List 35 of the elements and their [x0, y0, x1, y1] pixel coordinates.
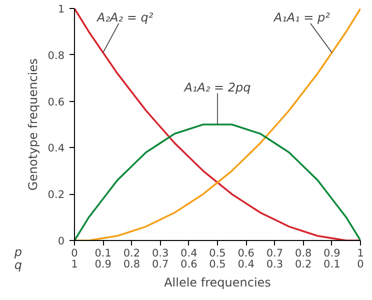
x-tick-label: 0.5	[209, 248, 226, 260]
y-tick-label: 1	[58, 4, 65, 16]
x-tick-label: 0.6	[238, 248, 255, 260]
x-tick-label: 0.4	[180, 248, 198, 260]
x-tick-label: 1	[357, 248, 364, 260]
x2-tick-label: 0.4	[238, 258, 255, 270]
y-tick-label: 0.4	[48, 142, 65, 155]
annotation: A₂A₂ = q²	[96, 10, 154, 25]
annotation: A₁A₂ = 2pq	[183, 80, 252, 94]
y-axis-title: Genotype frequencies	[26, 58, 40, 191]
y-tick-label: 0.2	[48, 189, 65, 202]
x-tick-label: 0.9	[324, 248, 340, 260]
x-tick-label: 0.1	[94, 248, 112, 260]
y-tick-label: 0.6	[48, 96, 65, 108]
x2-tick-label: 0.8	[123, 258, 140, 270]
y-tick-label: 0.8	[48, 50, 65, 62]
x2-tick-label: 0.7	[152, 258, 169, 270]
x2-tick-label: 0.1	[324, 258, 340, 270]
annotation: A₁A₁ = p²	[272, 10, 330, 25]
x2-tick-label: 0.9	[94, 258, 112, 270]
x-tick-label: 0.7	[266, 248, 284, 260]
x2-tick-label: 0.3	[266, 258, 284, 270]
y-tick-label: 0	[58, 236, 65, 248]
x-axis-title: Allele frequencies	[164, 276, 271, 290]
x2-tick-label: 1	[71, 258, 78, 270]
x2-tick-label: 0.2	[294, 258, 312, 270]
x2-tick-label: 0	[357, 258, 364, 270]
x-tick-label: 0.2	[123, 248, 140, 260]
x2-tick-label: 0.6	[180, 258, 198, 270]
text: p	[14, 244, 22, 261]
x-tick-label: 0	[71, 248, 78, 260]
x2-tick-label: 0.5	[209, 258, 226, 270]
text: q	[14, 258, 22, 274]
x-tick-label: 0.3	[152, 248, 169, 260]
x-tick-label: 0.8	[294, 248, 312, 260]
